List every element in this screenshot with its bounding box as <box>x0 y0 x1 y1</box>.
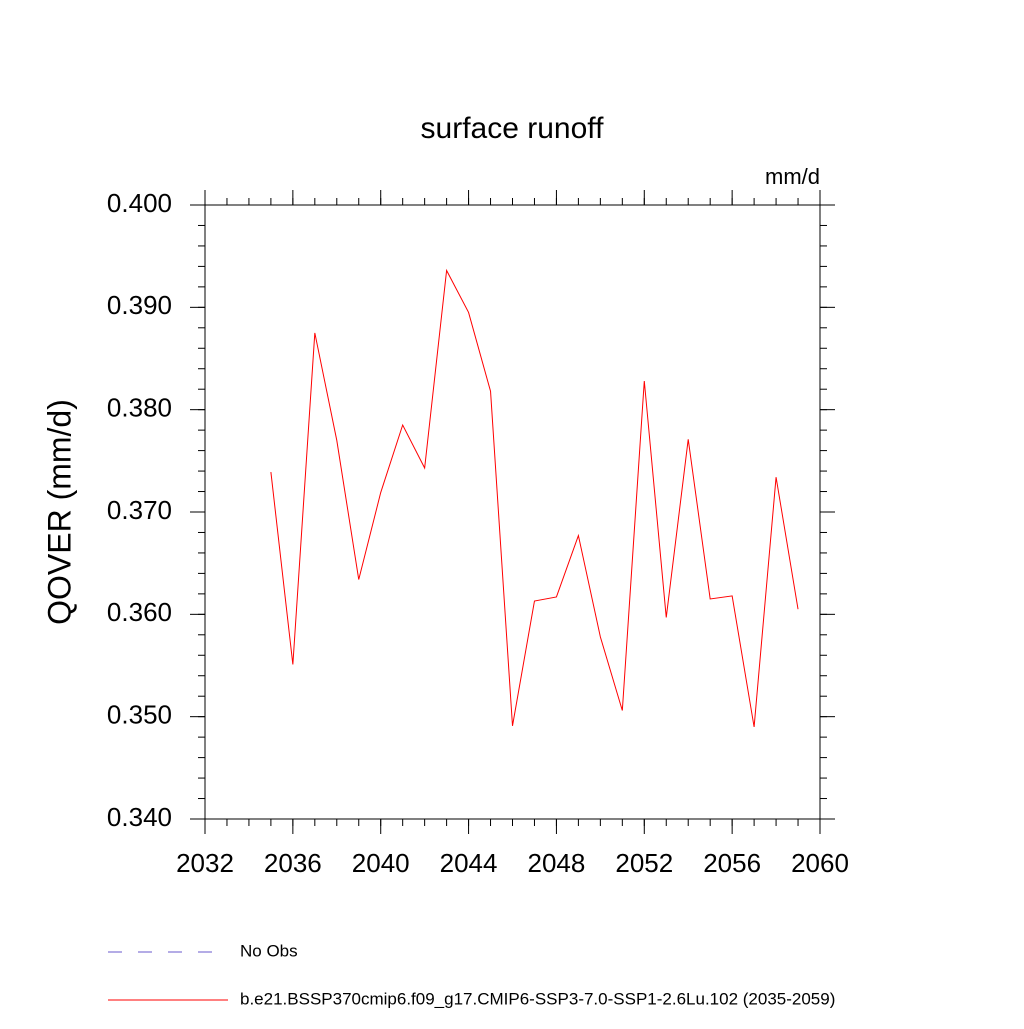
y-tick-label: 0.390 <box>107 290 172 320</box>
x-tick-label: 2056 <box>703 848 761 878</box>
legend-label: No Obs <box>240 941 298 960</box>
y-tick-label: 0.350 <box>107 700 172 730</box>
y-tick-label: 0.360 <box>107 597 172 627</box>
y-tick-label: 0.370 <box>107 495 172 525</box>
x-tick-label: 2048 <box>528 848 586 878</box>
plot-frame <box>204 204 821 820</box>
legend-label: b.e21.BSSP370cmip6.f09_g17.CMIP6-SSP3-7.… <box>240 989 835 1008</box>
series-line <box>270 268 799 727</box>
x-tick-label: 2060 <box>791 848 849 878</box>
x-tick-label: 2032 <box>176 848 234 878</box>
units-label: mm/d <box>765 164 820 189</box>
x-tick-label: 2036 <box>264 848 322 878</box>
chart-title: surface runoff <box>421 112 605 145</box>
x-tick-label: 2052 <box>615 848 673 878</box>
y-tick-label: 0.340 <box>107 802 172 832</box>
x-tick-label: 2040 <box>352 848 410 878</box>
y-tick-label: 0.380 <box>107 393 172 423</box>
y-axis-label: QOVER (mm/d) <box>41 399 77 625</box>
y-tick-label: 0.400 <box>107 188 172 218</box>
x-tick-label: 2044 <box>440 848 498 878</box>
